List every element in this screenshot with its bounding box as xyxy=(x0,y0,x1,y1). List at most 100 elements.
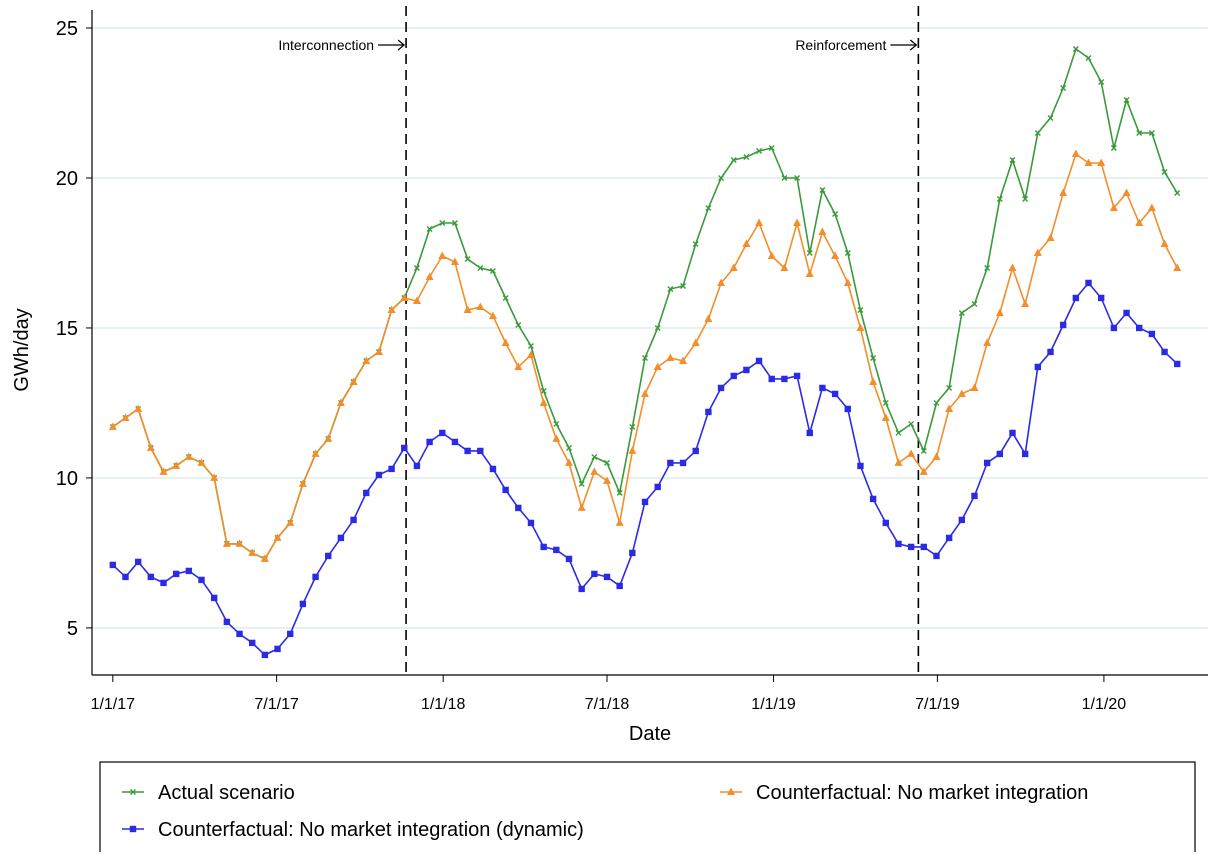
marker xyxy=(819,384,826,392)
y-axis-label: GWh/day xyxy=(11,308,33,391)
marker xyxy=(274,645,281,653)
marker xyxy=(413,462,421,470)
marker xyxy=(261,651,269,659)
marker xyxy=(438,251,447,259)
x-tick-label: 7/1/19 xyxy=(915,696,960,713)
marker xyxy=(249,639,256,647)
marker xyxy=(1034,129,1041,136)
marker xyxy=(578,480,585,487)
marker xyxy=(298,479,307,487)
marker xyxy=(615,518,624,526)
marker xyxy=(1009,429,1016,437)
marker xyxy=(337,534,345,542)
x-tick-label: 1/1/18 xyxy=(421,696,466,713)
marker xyxy=(426,438,433,446)
marker xyxy=(1123,309,1130,317)
marker xyxy=(831,390,839,398)
marker xyxy=(172,570,180,578)
x-tick-label: 1/1/17 xyxy=(91,696,136,713)
marker xyxy=(920,543,927,551)
marker xyxy=(577,503,586,511)
marker xyxy=(374,347,383,355)
x-tick-label: 1/1/20 xyxy=(1082,696,1127,713)
marker xyxy=(1009,156,1016,163)
marker xyxy=(844,249,851,256)
marker xyxy=(311,449,320,457)
marker xyxy=(641,498,649,506)
marker xyxy=(1147,203,1156,211)
marker xyxy=(629,549,636,557)
marker xyxy=(451,219,458,226)
marker xyxy=(387,305,396,313)
marker xyxy=(236,630,243,638)
marker xyxy=(1174,189,1181,196)
marker xyxy=(412,296,421,304)
marker xyxy=(477,447,484,455)
marker xyxy=(895,540,902,548)
marker xyxy=(781,375,788,383)
marker xyxy=(565,555,573,563)
marker xyxy=(844,405,851,413)
x-tick-label: 7/1/18 xyxy=(585,696,630,713)
marker xyxy=(781,174,788,181)
marker xyxy=(1060,84,1067,91)
marker xyxy=(464,447,471,455)
marker xyxy=(388,465,395,473)
marker xyxy=(210,594,218,602)
marker xyxy=(134,404,143,412)
marker xyxy=(970,383,979,391)
marker xyxy=(565,444,572,451)
marker xyxy=(223,618,231,626)
marker xyxy=(857,306,864,313)
marker xyxy=(756,147,763,154)
marker xyxy=(527,342,534,349)
y-tick-label: 10 xyxy=(56,468,78,490)
marker xyxy=(895,429,902,436)
marker xyxy=(743,366,750,374)
annotation: Interconnection xyxy=(278,37,374,53)
y-tick-label: 25 xyxy=(56,18,78,40)
marker xyxy=(553,546,560,554)
marker xyxy=(832,210,839,217)
marker xyxy=(958,309,965,316)
marker xyxy=(130,789,136,795)
marker xyxy=(590,467,599,475)
marker xyxy=(129,825,137,833)
marker xyxy=(248,548,257,556)
marker xyxy=(1173,263,1182,271)
marker xyxy=(1110,324,1118,332)
marker xyxy=(425,272,434,280)
marker xyxy=(870,354,877,361)
marker xyxy=(1021,450,1029,458)
marker xyxy=(946,384,953,391)
marker xyxy=(933,399,940,406)
marker xyxy=(260,554,269,562)
marker xyxy=(591,453,598,460)
marker xyxy=(1021,299,1030,307)
marker xyxy=(439,219,446,226)
marker xyxy=(996,195,1003,202)
marker xyxy=(515,504,522,512)
marker xyxy=(312,573,319,581)
marker xyxy=(729,263,738,271)
marker xyxy=(489,465,497,473)
marker xyxy=(146,443,155,451)
marker xyxy=(971,492,978,500)
y-tick-label: 15 xyxy=(56,318,78,340)
marker xyxy=(1059,188,1068,196)
marker xyxy=(350,516,357,524)
marker xyxy=(793,372,801,380)
marker xyxy=(768,375,775,383)
annotation: Reinforcement xyxy=(795,37,886,53)
marker xyxy=(894,458,903,466)
marker xyxy=(1085,279,1092,287)
marker xyxy=(1046,233,1055,241)
marker xyxy=(1136,324,1143,332)
x-tick-label: 7/1/17 xyxy=(254,696,299,713)
marker xyxy=(450,257,459,265)
marker xyxy=(857,462,864,470)
marker xyxy=(1072,294,1080,302)
marker xyxy=(1034,363,1042,371)
x-axis-label: Date xyxy=(629,723,671,745)
